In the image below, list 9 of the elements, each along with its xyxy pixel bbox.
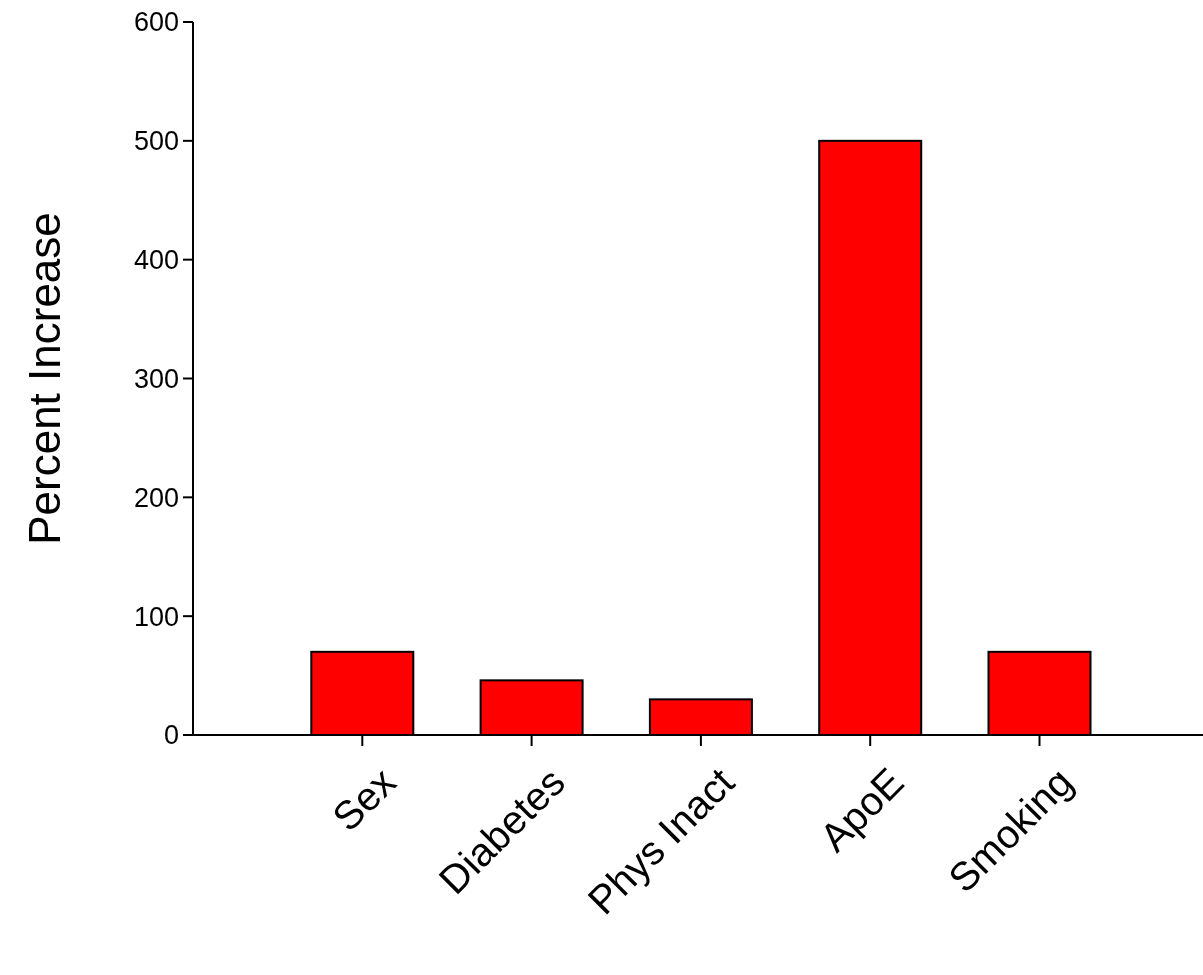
x-tick-label: Sex (323, 759, 404, 840)
y-tick-label: 300 (133, 363, 179, 394)
y-tick-label: 400 (133, 245, 179, 276)
y-tick-label: 500 (133, 126, 179, 157)
y-tick-label: 0 (163, 720, 179, 751)
y-axis-title: Percent Increase (20, 212, 69, 545)
y-tick-label: 100 (133, 601, 179, 632)
y-tick-label: 200 (133, 482, 179, 513)
y-tick-label: 600 (133, 7, 179, 38)
